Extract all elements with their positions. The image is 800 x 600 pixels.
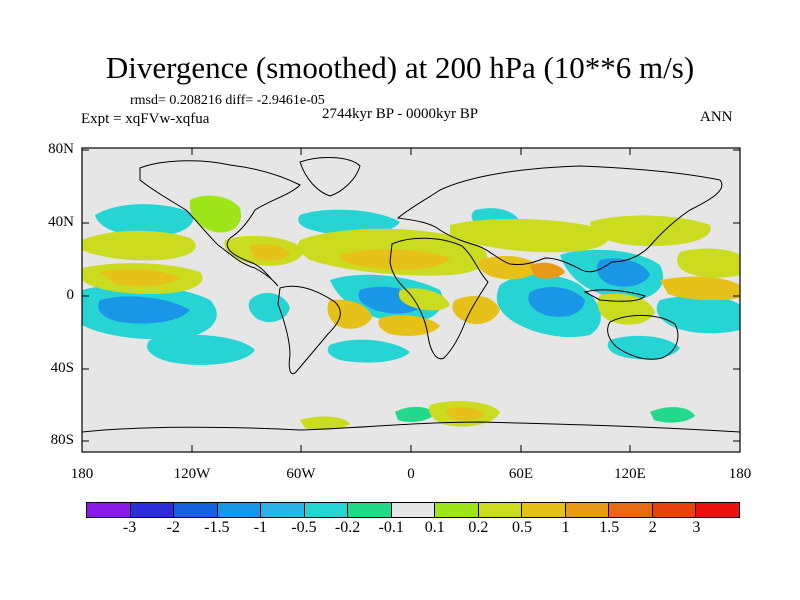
coastline-indonesia [583, 289, 646, 302]
neg-region [248, 293, 290, 323]
colorbar-label: 2 [648, 519, 657, 536]
colorbar-box [261, 503, 305, 517]
colorbar-box [87, 503, 131, 517]
coastlines [82, 156, 740, 433]
colorbar-label: -1 [253, 519, 268, 536]
pos-region [100, 269, 180, 286]
pos-region [82, 230, 196, 261]
lon-label: 180 [728, 466, 752, 482]
pos-region [677, 248, 740, 278]
experiment-text: Expt = xqFVw-xqfua [81, 111, 210, 127]
colorbar-box [217, 503, 262, 517]
figure-title: Divergence (smoothed) at 200 hPa (10**6 … [105, 50, 695, 85]
coastline-australia [607, 314, 679, 360]
colorbar-label: 0.1 [424, 519, 445, 536]
neg-region [528, 286, 585, 317]
neg-region [298, 209, 400, 235]
colorbar-label: -0.2 [334, 519, 361, 536]
season-label: ANN [700, 109, 733, 125]
period-text: 2744kyr BP - 0000kyr BP [322, 106, 479, 122]
colorbar-label: -0.1 [378, 519, 404, 536]
neg-region [95, 204, 194, 237]
neg-region [395, 406, 435, 422]
colorbar-box [304, 503, 349, 517]
neg-region [607, 335, 680, 360]
colorbar-box [565, 503, 610, 517]
neg-region [327, 339, 410, 363]
lat-label: 0 [66, 287, 75, 303]
colorbar-label: -1.5 [204, 519, 230, 536]
pos-region [398, 288, 450, 311]
colorbar-label: -2 [166, 519, 180, 536]
lat-label: 40N [48, 214, 74, 230]
lon-label: 120E [614, 466, 646, 482]
colorbar-label: 3 [692, 519, 701, 536]
pos-region [478, 255, 540, 280]
colorbar-box [696, 503, 739, 517]
colorbar-label: 1 [561, 519, 570, 536]
coastline-north-america [139, 160, 301, 287]
lat-label: 80N [48, 141, 74, 157]
coastline-eurasia [396, 165, 723, 273]
neg-region [597, 258, 650, 287]
pos-region [300, 416, 350, 431]
map-plot [82, 148, 740, 452]
colorbar-box [130, 503, 175, 517]
pos-region [660, 276, 740, 301]
colorbar-box [435, 503, 479, 517]
colorbar-box [652, 503, 697, 517]
colorbar-box [174, 503, 218, 517]
colorbar-label: 0.2 [468, 519, 489, 536]
pos-region [452, 295, 500, 325]
pos-region [445, 407, 485, 421]
colorbar-label: -0.5 [291, 519, 317, 536]
coastline-greenland [299, 156, 361, 197]
neg-region [98, 296, 190, 324]
lat-label: 80S [50, 432, 74, 448]
pos-region [250, 244, 290, 261]
colorbar-label: -3 [122, 519, 137, 536]
colorbar [86, 502, 740, 518]
lon-label: 60W [286, 466, 316, 482]
coastline-africa [389, 237, 489, 360]
coastline-south-america [277, 285, 341, 375]
stats-text: rmsd= 0.208216 diff= -2.9461e-05 [130, 93, 325, 108]
colorbar-box [522, 503, 566, 517]
pos-region [339, 249, 450, 270]
lat-label: 40S [50, 360, 74, 376]
colorbar-box [609, 503, 653, 517]
pos-region [530, 262, 565, 279]
lon-label: 0 [407, 466, 415, 482]
neg-region [146, 334, 255, 365]
neg-region [650, 407, 695, 423]
colorbar-box [391, 503, 436, 517]
colorbar-box [348, 503, 392, 517]
neg-region [656, 295, 740, 334]
colorbar-box [478, 503, 523, 517]
colorbar-label: 1.5 [599, 519, 620, 536]
pos-region [590, 215, 711, 246]
pos-region [450, 218, 609, 253]
colorbar-label: 0.5 [512, 519, 532, 536]
pos-region [189, 195, 242, 233]
lon-label: 180 [70, 466, 94, 482]
lon-label: 60E [508, 466, 534, 482]
axis-ticks [82, 148, 740, 452]
positive-anomaly-regions [82, 195, 740, 431]
lon-label: 120W [173, 466, 211, 482]
coastline-antarctica [82, 421, 740, 433]
